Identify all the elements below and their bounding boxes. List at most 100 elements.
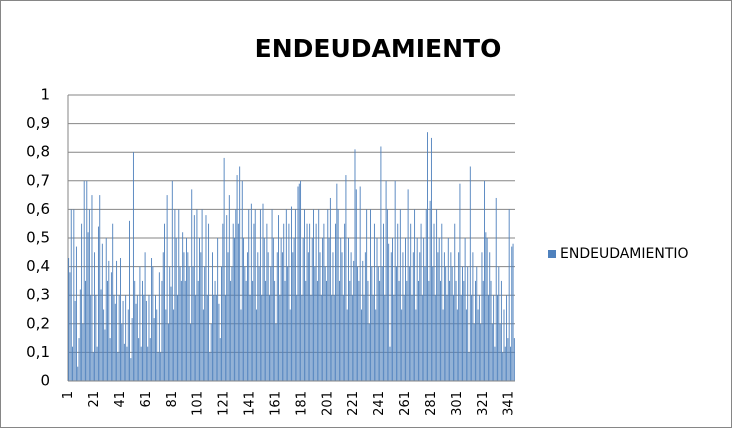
bar [219, 338, 221, 381]
bar [495, 197, 497, 381]
bar [502, 352, 504, 381]
bar [292, 252, 294, 381]
bar [344, 223, 346, 381]
bar [423, 238, 425, 381]
bar [451, 266, 453, 381]
bar [74, 300, 76, 381]
bar [177, 295, 178, 381]
x-tick-label: 221 [346, 391, 361, 416]
x-tick-label: 261 [398, 391, 413, 416]
bar [323, 223, 325, 381]
bar [170, 286, 172, 381]
bar [320, 295, 322, 381]
bar [453, 295, 454, 381]
bar [83, 180, 85, 381]
bar [94, 252, 96, 381]
chart-title: ENDEUDAMIENTO [255, 34, 502, 63]
bar [349, 280, 351, 381]
bar [362, 260, 364, 381]
bar [136, 295, 138, 381]
bar [88, 209, 90, 381]
bar [218, 303, 220, 381]
bar [112, 223, 114, 381]
bar [86, 180, 88, 381]
bar [95, 295, 97, 381]
bar [315, 223, 317, 381]
bar [158, 272, 160, 381]
bar [195, 295, 197, 381]
bar [144, 252, 146, 381]
bar [75, 246, 77, 381]
bar [105, 238, 107, 381]
bar [153, 318, 155, 381]
bar [507, 338, 509, 381]
bar [375, 309, 377, 381]
bar [69, 272, 71, 381]
x-tick-label: 161 [268, 391, 283, 416]
y-tick-label: 0,7 [26, 171, 50, 189]
bar [302, 238, 304, 381]
bar [512, 243, 514, 381]
bar [224, 295, 226, 381]
bar [388, 243, 390, 381]
bar [127, 309, 129, 381]
bar [305, 280, 307, 381]
bar [234, 238, 235, 381]
bar [414, 209, 416, 381]
bar [328, 238, 330, 381]
bar [419, 252, 421, 381]
bar [436, 209, 438, 381]
bar [446, 295, 448, 381]
bar [173, 309, 175, 381]
bar [103, 309, 105, 381]
bar [104, 329, 106, 381]
bar [316, 280, 318, 381]
bar [416, 238, 418, 381]
bar [410, 223, 412, 381]
bar [258, 266, 260, 381]
bar [125, 295, 127, 381]
bar [243, 238, 245, 381]
bar [467, 266, 469, 381]
bar [72, 346, 73, 381]
bar [78, 338, 80, 381]
x-tick-label: 241 [372, 391, 387, 416]
bar [411, 295, 413, 381]
bar [430, 137, 432, 381]
bar [463, 280, 465, 381]
bar [239, 166, 241, 381]
bar [226, 215, 228, 381]
bar [269, 295, 270, 381]
bar [472, 252, 474, 381]
bar [196, 209, 198, 381]
bar [117, 352, 119, 381]
bar [287, 266, 289, 381]
bar [263, 238, 265, 381]
y-tick-label: 0,3 [26, 286, 50, 304]
bar [510, 346, 511, 381]
bar [469, 166, 471, 381]
bar [304, 209, 305, 381]
bar [427, 132, 428, 381]
x-tick-label: 301 [450, 391, 465, 416]
bar [493, 295, 495, 381]
legend-label: ENDEUDAMIENTIO [560, 246, 689, 262]
bar [191, 189, 193, 381]
bar [214, 280, 216, 381]
bar [354, 149, 356, 381]
bar [167, 323, 169, 381]
bar [183, 252, 185, 381]
bar [353, 260, 355, 381]
bar [333, 295, 335, 381]
bar [331, 295, 333, 381]
bar [491, 323, 493, 381]
x-tick-label: 81 [165, 391, 180, 408]
bar [291, 206, 292, 381]
bar [284, 280, 286, 381]
bar [262, 203, 264, 381]
bar [143, 295, 145, 381]
bar [156, 309, 158, 381]
bar [244, 266, 246, 381]
bar [357, 266, 359, 381]
bar [285, 209, 287, 381]
